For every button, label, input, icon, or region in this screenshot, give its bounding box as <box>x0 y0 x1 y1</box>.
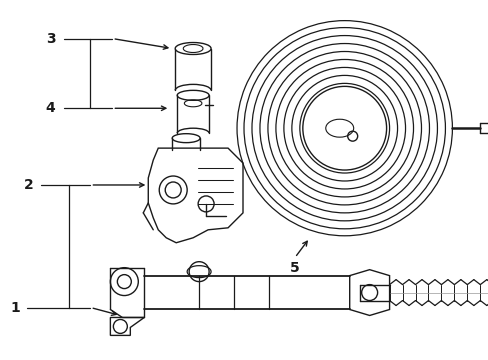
Text: 5: 5 <box>289 261 299 275</box>
Text: 1: 1 <box>11 301 20 315</box>
Text: 4: 4 <box>45 101 55 115</box>
Text: 2: 2 <box>24 178 33 192</box>
Text: 3: 3 <box>46 32 55 46</box>
